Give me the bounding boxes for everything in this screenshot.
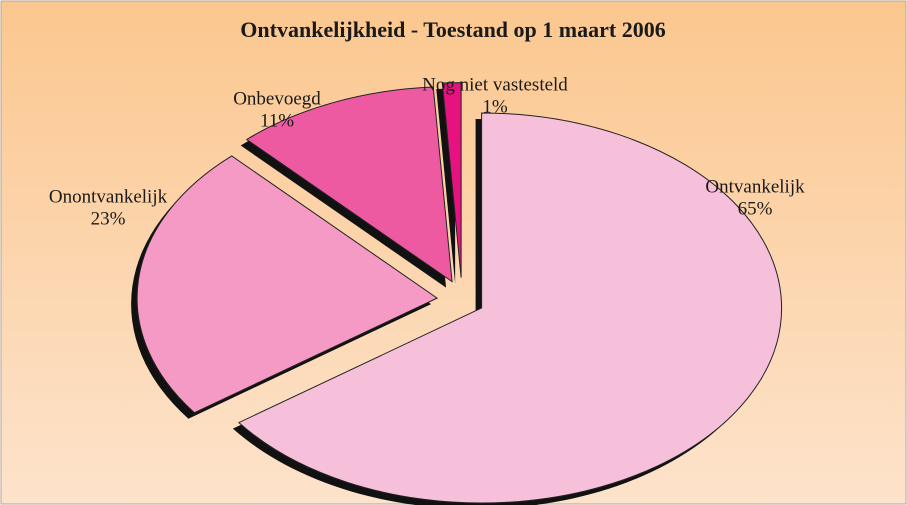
slice-value-label: 65% [738, 198, 773, 219]
slice-value-label: 23% [91, 208, 126, 229]
slice [238, 112, 783, 504]
slice-value-label: 11% [260, 110, 294, 131]
slice [441, 82, 462, 278]
slice-value-label: 1% [482, 96, 508, 117]
slice [245, 86, 453, 283]
slice-label: Onbevoegd [233, 88, 321, 109]
slice [136, 155, 439, 414]
slice-label: Onontvankelijk [49, 186, 168, 207]
slice-label: Ontvankelijk [705, 176, 805, 197]
chart-title: Ontvankelijkheid - Toestand op 1 maart 2… [240, 17, 665, 42]
slice-label: Nog niet vastesteld [422, 74, 568, 95]
